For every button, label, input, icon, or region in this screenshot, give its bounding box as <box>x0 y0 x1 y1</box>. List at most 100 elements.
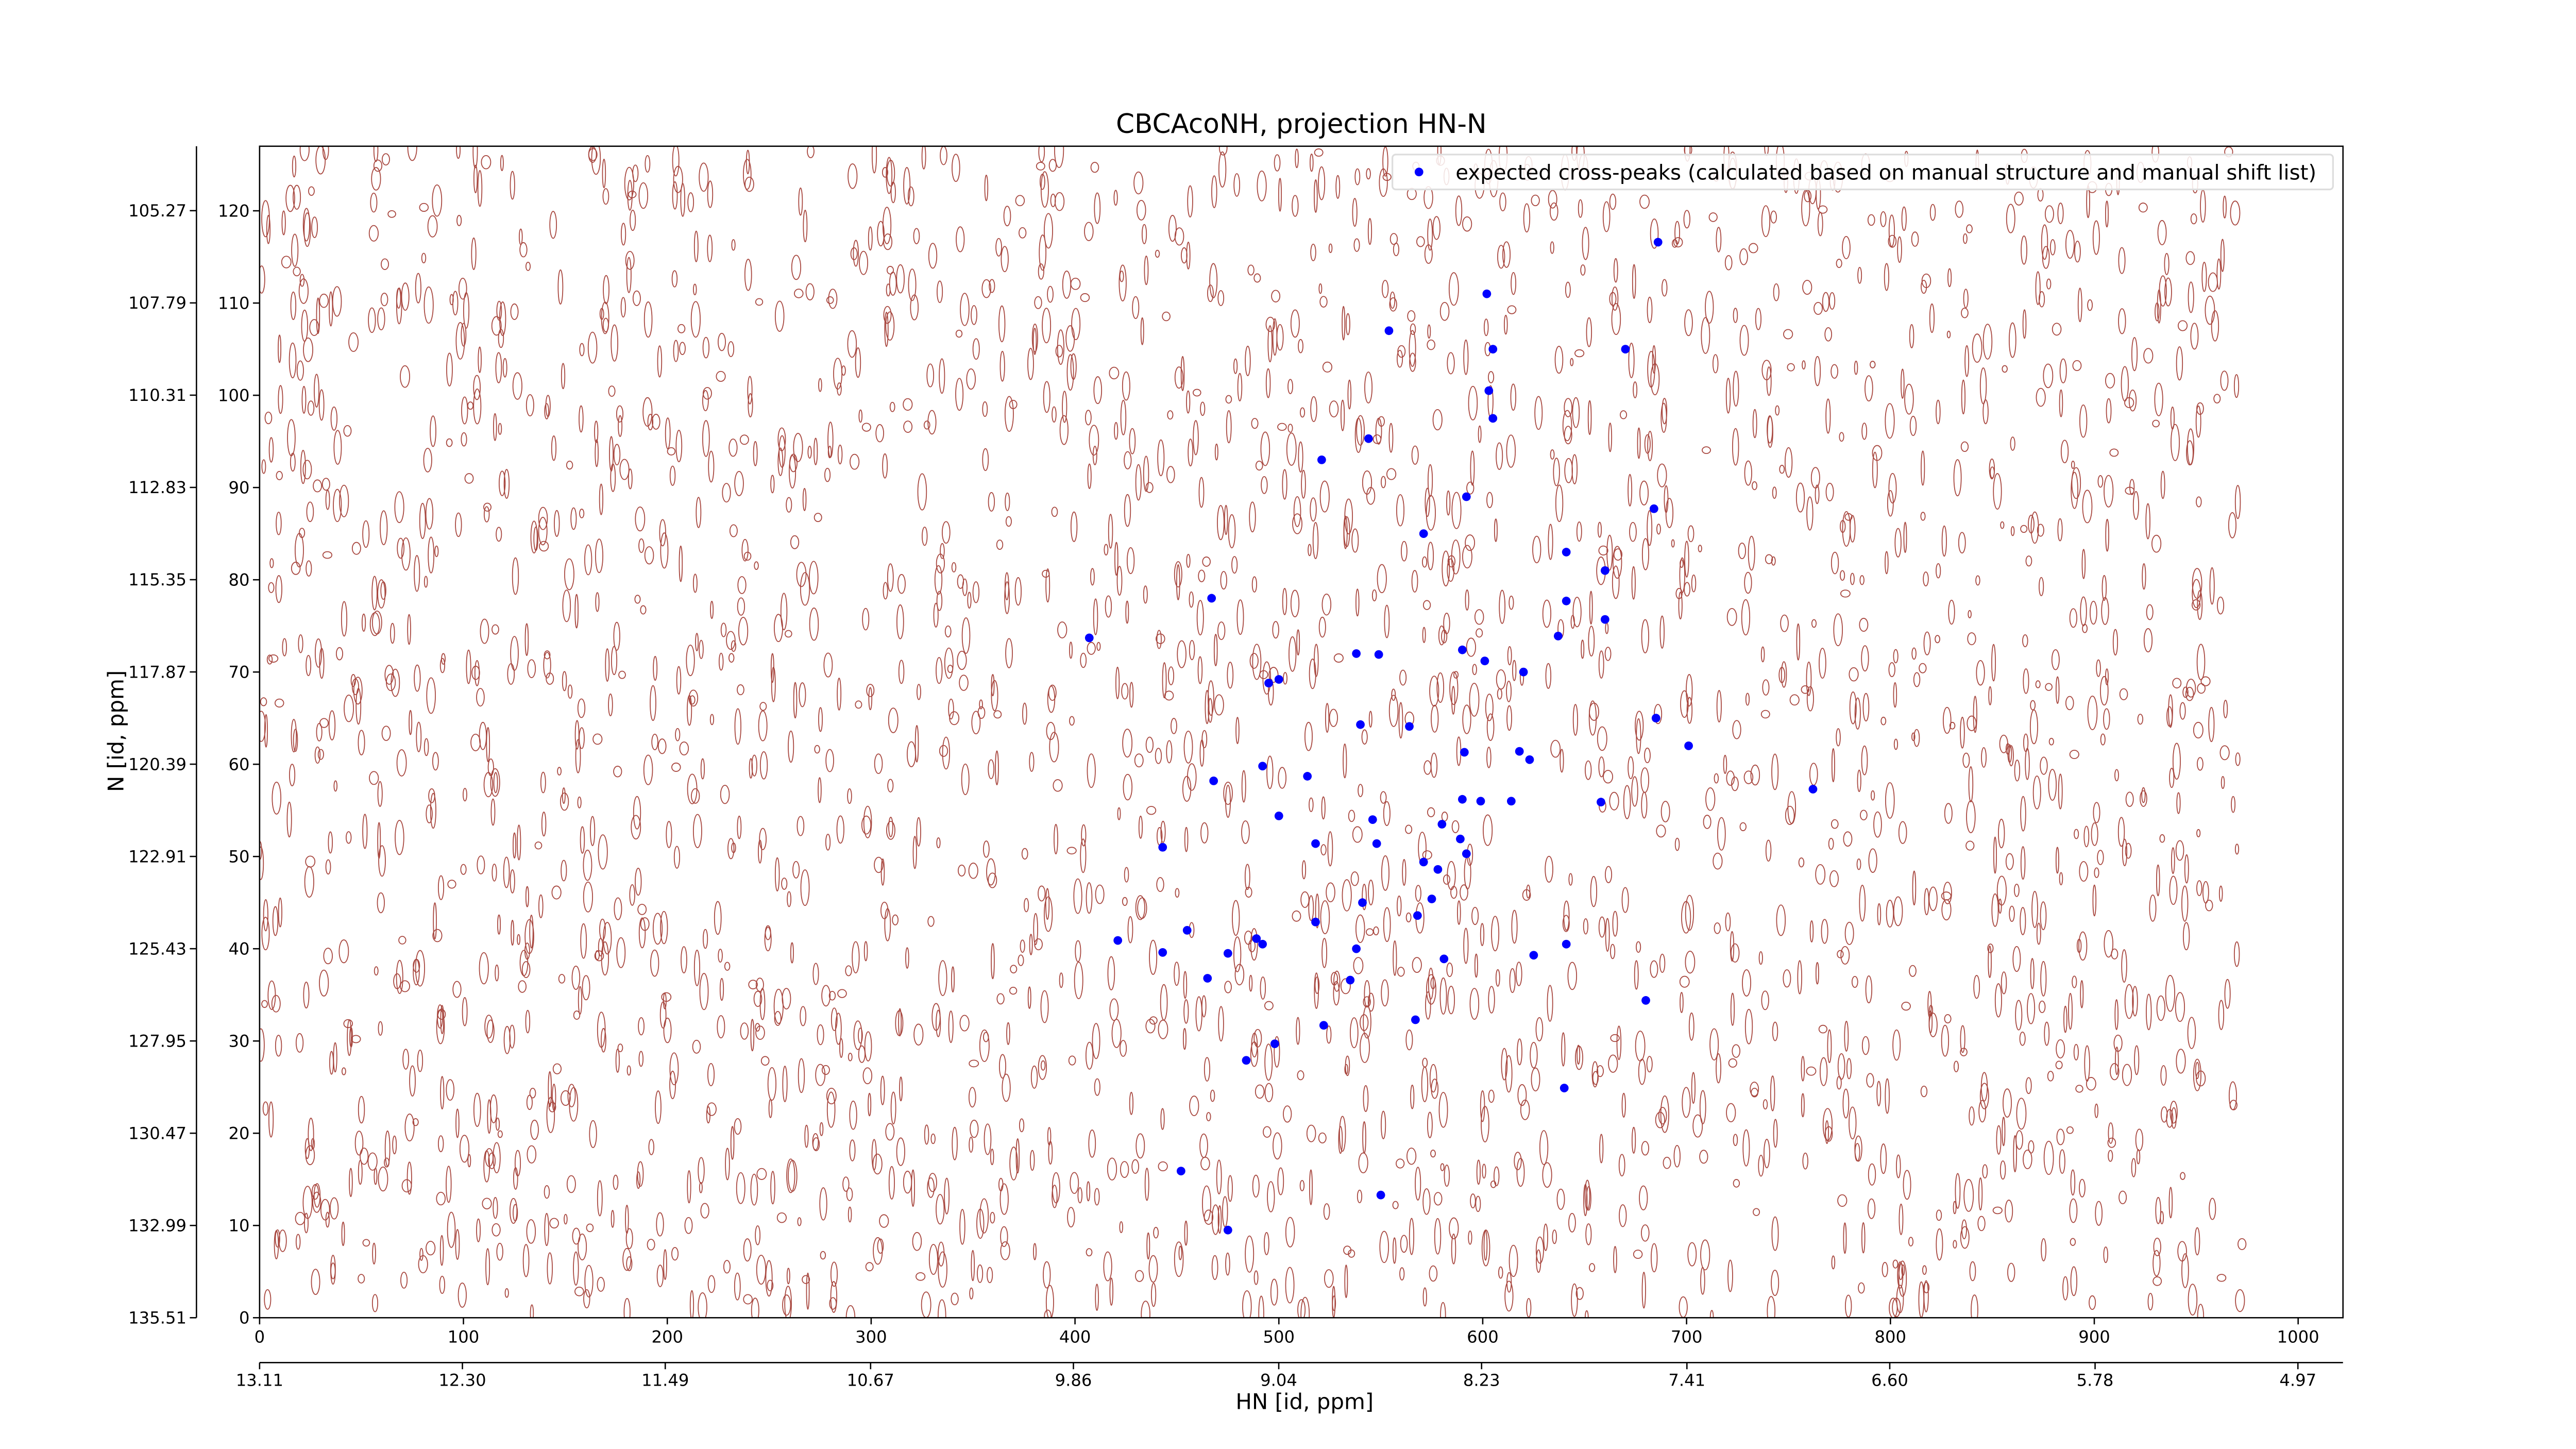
contour <box>830 1281 838 1313</box>
contour <box>2069 608 2078 628</box>
contour <box>951 562 957 572</box>
contour <box>303 338 313 362</box>
contour <box>1700 1267 1705 1295</box>
contour <box>1251 576 1257 593</box>
contour <box>2153 1276 2162 1286</box>
contour <box>1237 373 1243 402</box>
cross-peak <box>1562 548 1571 557</box>
contour <box>1772 486 1777 499</box>
contour <box>1750 764 1760 786</box>
contour <box>2231 796 2236 813</box>
contour <box>561 363 566 390</box>
contour <box>790 942 794 964</box>
contour <box>533 526 538 551</box>
contour <box>1433 1192 1443 1206</box>
contour <box>521 961 531 979</box>
contour <box>1825 398 1831 434</box>
contour <box>873 1237 883 1265</box>
contour <box>1183 731 1193 764</box>
contour <box>574 720 580 750</box>
contour <box>378 845 386 877</box>
contour <box>613 766 622 778</box>
contour <box>1753 1208 1760 1216</box>
contour <box>748 980 758 989</box>
contour <box>592 733 603 745</box>
contour <box>886 157 893 194</box>
contour <box>1743 770 1754 784</box>
contour <box>781 878 788 890</box>
contour <box>924 1124 929 1145</box>
contour <box>1384 604 1390 638</box>
contour <box>1086 882 1093 914</box>
contour <box>1129 428 1136 454</box>
contour <box>1732 720 1741 739</box>
contour <box>969 1059 979 1068</box>
contour <box>1053 779 1063 792</box>
contour <box>2233 374 2240 398</box>
contour <box>1468 1231 1472 1245</box>
contour <box>296 360 304 381</box>
contour <box>1941 1024 1950 1057</box>
contour <box>534 841 543 850</box>
legend: expected cross-peaks (calculated based o… <box>1392 154 2334 191</box>
contour <box>1682 1087 1691 1118</box>
contour <box>2224 979 2231 1009</box>
contour <box>764 926 772 952</box>
contour <box>1051 507 1058 517</box>
contour <box>2020 846 2026 880</box>
contour <box>2194 1227 2200 1256</box>
contour <box>2125 843 2132 859</box>
cross-peak <box>1525 755 1534 764</box>
contour <box>2094 867 2099 878</box>
contour <box>1148 1255 1158 1283</box>
contour <box>278 1229 287 1252</box>
contour <box>299 274 305 287</box>
contour <box>1465 534 1476 551</box>
contour <box>1589 702 1599 721</box>
contour <box>544 1212 549 1246</box>
contour <box>2036 922 2041 945</box>
contour <box>852 941 860 973</box>
contour <box>1598 545 1608 555</box>
contour <box>1979 367 1987 405</box>
contour <box>911 1169 915 1207</box>
contour <box>1372 434 1382 444</box>
contour <box>492 1223 501 1237</box>
contour <box>1784 447 1793 478</box>
contour <box>306 654 312 677</box>
contour <box>491 316 502 336</box>
contour <box>1929 204 1936 221</box>
contour <box>1536 1249 1541 1273</box>
contour <box>1842 235 1851 259</box>
contour <box>2036 387 2046 407</box>
contour <box>2016 1098 2027 1130</box>
contour <box>767 1067 777 1101</box>
contour <box>578 1233 587 1260</box>
contour <box>2197 757 2204 771</box>
contour <box>1355 588 1360 617</box>
contour <box>1911 732 1916 742</box>
contour <box>647 1239 655 1251</box>
contour <box>1498 1266 1503 1279</box>
contour <box>859 250 869 275</box>
contour <box>517 934 521 945</box>
contour <box>1866 1073 1874 1088</box>
contour <box>580 923 587 959</box>
contour <box>864 1031 872 1062</box>
contour <box>2177 1241 2187 1262</box>
contour <box>567 1084 576 1107</box>
contour <box>495 352 502 383</box>
contour <box>561 860 567 882</box>
contour <box>2128 389 2137 412</box>
contour <box>1015 195 1025 207</box>
contour <box>2047 1071 2054 1082</box>
contour <box>773 988 784 1024</box>
contour <box>983 840 990 858</box>
contour <box>393 973 401 989</box>
contour <box>1564 426 1572 445</box>
contour <box>928 243 938 269</box>
contour <box>1373 926 1379 936</box>
contour <box>1166 740 1173 764</box>
contour <box>2169 767 2175 788</box>
contour <box>1738 542 1746 560</box>
